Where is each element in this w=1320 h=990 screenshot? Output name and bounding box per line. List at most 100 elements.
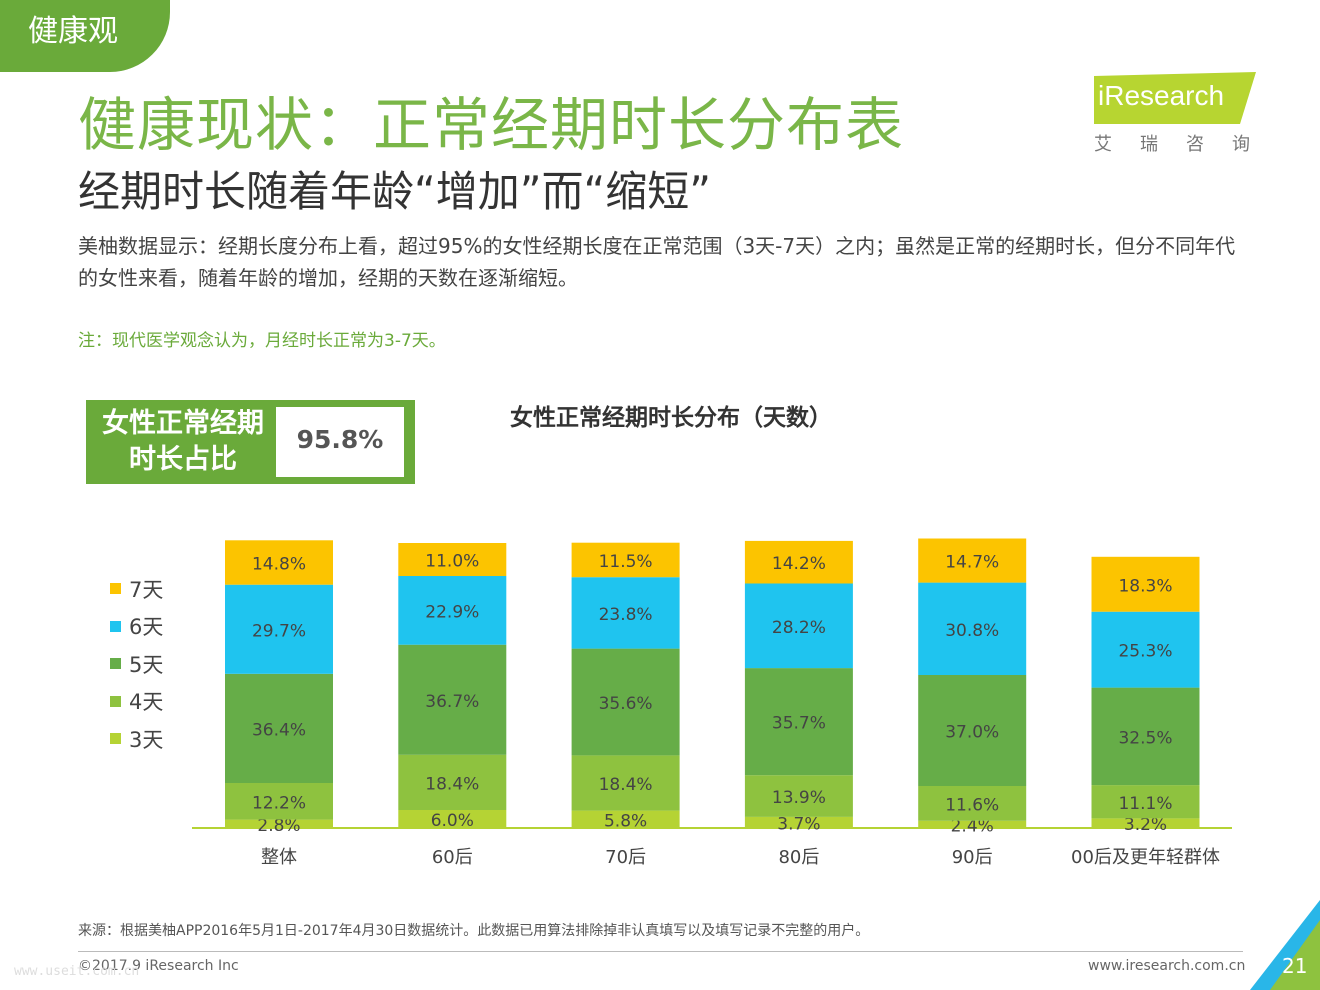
copyright-text: ©2017.9 iResearch Inc [78,958,239,974]
bar-segment-5天-5 [1091,687,1200,786]
data-label: 32.5% [1118,728,1172,748]
x-tick-label: 90后 [952,847,993,868]
chart-title: 女性正常经期时长分布（天数） [510,405,832,431]
data-label: 3.7% [777,814,820,834]
bar-segment-3天-3 [744,816,853,828]
bar-segment-6天-1 [398,576,507,645]
bar-segment-6天-0 [225,584,333,674]
website-link[interactable]: www.iresearch.com.cn [1088,958,1246,974]
chart-legend: 7天 6天 5天 4天 3天 [110,570,163,758]
data-label: 23.8% [599,605,653,625]
logo-name: iResearch [1098,80,1225,111]
data-label: 14.2% [772,554,826,574]
data-label: 13.9% [772,788,826,808]
kpi-value: 95.8% [296,425,384,454]
stacked-bar-chart: 2.8% 12.2% 36.4% 29.7% 14.8% 整体 6.0% 18.4% 36.7%… [192,538,1232,868]
section-tag-label: 健康观 [28,14,118,49]
data-label: 2.4% [951,816,994,836]
data-label: 18.3% [1118,576,1172,596]
page-title: 健康现状：正常经期时长分布表 [78,91,905,159]
bar-segment-6天-5 [1091,611,1200,688]
data-label: 3.2% [1124,815,1167,835]
bar-segment-3天-5 [1091,818,1200,828]
data-label: 28.2% [772,618,826,638]
kpi-label: 女性正常经期 时长占比 [92,406,274,478]
data-label: 36.4% [252,720,306,740]
bar-segment-5天-0 [225,673,333,783]
kpi-box: 女性正常经期 时长占比 95.8% [86,400,415,484]
data-label: 30.8% [945,621,999,641]
data-label: 14.8% [252,555,306,575]
bar-segment-3天-4 [918,820,1027,828]
bar-segment-5天-4 [918,675,1027,786]
legend-label: 3天 [129,727,164,752]
kpi-value-box: 95.8% [276,407,404,477]
note-text: 注：现代医学观念认为，月经时长正常为3-7天。 [78,331,446,351]
bar-segment-3天-0 [225,819,333,828]
legend-swatch [110,583,121,595]
bar-segment-7天-2 [571,542,680,578]
data-label: 11.6% [945,795,999,815]
bar-segment-6天-3 [744,583,853,669]
data-label: 36.7% [425,692,479,712]
bar-segment-4天-1 [398,754,507,810]
bar-segment-7天-3 [744,540,853,584]
data-label: 6.0% [431,811,474,831]
x-tick-label: 00后及更年轻群体 [1071,847,1220,868]
watermark-text: www.useit.com.cn [14,964,140,979]
legend-item: 5天 [110,645,163,683]
legend-label: 6天 [129,615,164,640]
data-label: 29.7% [252,621,306,641]
footer-divider [78,951,1243,952]
bar-segment-4天-2 [571,755,680,811]
logo-banner-icon [1094,72,1256,124]
data-label: 12.2% [252,793,306,813]
bar-segment-7天-0 [225,540,333,585]
kpi-label-line2: 时长占比 [129,444,237,475]
source-note: 来源：根据美柚APP2016年5月1日-2017年4月30日数据统计。此数据已用… [78,923,870,939]
bar-segment-4天-3 [744,775,853,817]
x-tick-label: 60后 [432,847,473,868]
data-label: 18.4% [599,775,653,795]
x-tick-label: 70后 [605,847,646,868]
legend-swatch [110,658,121,670]
data-label: 18.4% [425,774,479,794]
iresearch-logo: iResearch 艾瑞咨询 [1090,68,1260,158]
bar-segment-6天-2 [571,577,680,649]
bar-segment-7天-4 [918,538,1027,583]
legend-item: 7天 [110,570,163,608]
bar-segment-4天-4 [918,786,1027,821]
bar-segment-5天-1 [398,644,507,755]
legend-item: 6天 [110,608,163,646]
kpi-label-line1: 女性正常经期 [102,408,264,439]
bar-segment-4天-5 [1091,785,1200,819]
corner-decoration-icon [1250,900,1320,990]
data-label: 5.8% [604,811,647,831]
data-label: 35.6% [599,694,653,714]
data-label: 22.9% [425,602,479,622]
legend-label: 5天 [129,652,164,677]
section-tag: 健康观 [0,0,170,72]
bar-segment-5天-3 [744,668,853,776]
legend-label: 7天 [129,577,164,602]
bar-segment-7天-1 [398,543,507,576]
page-number: 21 [1282,954,1308,978]
data-label: 11.0% [425,552,479,572]
data-label: 11.5% [599,552,653,572]
x-tick-label: 80后 [778,847,819,868]
data-label: 35.7% [772,714,826,734]
bar-segment-5天-2 [571,648,680,756]
bar-segment-7天-5 [1091,556,1200,612]
x-tick-label: 整体 [261,847,297,868]
bar-segment-3天-1 [398,810,507,828]
data-label: 2.8% [257,816,300,836]
legend-item: 3天 [110,720,163,758]
legend-label: 4天 [129,690,164,715]
data-label: 14.7% [945,553,999,573]
legend-swatch [110,620,121,632]
bar-segment-6天-4 [918,582,1027,675]
legend-swatch [110,695,121,707]
bar-segment-4天-0 [225,783,333,820]
description-text: 美柚数据显示：经期长度分布上看，超过95%的女性经期长度在正常范围（3天-7天）… [78,234,1236,290]
data-label: 37.0% [945,723,999,743]
